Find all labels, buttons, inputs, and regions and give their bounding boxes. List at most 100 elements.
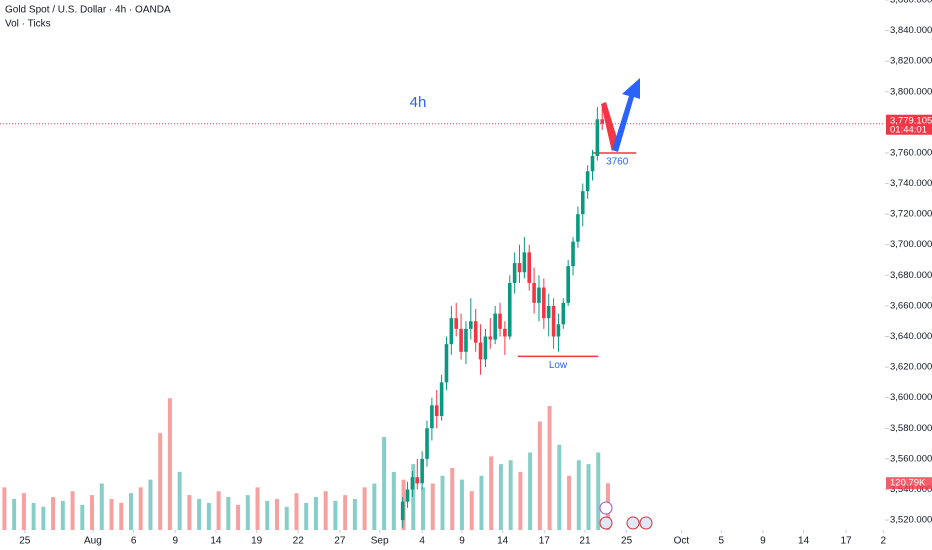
candle-body	[473, 321, 478, 343]
candle-body	[503, 328, 507, 337]
level-label: 3760	[606, 157, 629, 168]
volume-bar	[596, 452, 601, 530]
volume-bar	[275, 499, 280, 530]
volume-bar	[430, 483, 435, 530]
volume-bar	[372, 483, 377, 530]
volume-bar	[313, 497, 318, 530]
volume-bar	[518, 471, 523, 530]
candle-body	[478, 342, 483, 360]
volume-bar	[382, 437, 387, 530]
volume-bar	[576, 460, 581, 530]
y-tick-label: 3,520.000	[890, 515, 932, 526]
event-icon	[599, 501, 613, 515]
volume-bar	[421, 487, 426, 530]
x-tick-label: Sep	[371, 536, 389, 547]
candle-body	[434, 405, 439, 417]
y-tick-label: 3,600.000	[890, 392, 932, 403]
y-tick-label: 3,680.000	[890, 270, 932, 281]
y-tick-label: 3,740.000	[890, 178, 932, 189]
volume-bar	[411, 464, 416, 530]
volume-bar	[459, 479, 464, 530]
x-tick-label: 6	[131, 536, 137, 547]
volume-bar	[236, 504, 241, 530]
y-tick-label: 3,840.000	[890, 25, 932, 36]
volume-bar	[21, 493, 26, 530]
volume-bar	[80, 504, 85, 530]
volume-bar	[41, 506, 46, 530]
candle-body	[600, 119, 605, 124]
x-tick-label: 22	[293, 536, 305, 547]
y-tick-label: 3,720.000	[890, 209, 932, 220]
candle-body	[483, 336, 488, 360]
volume-bar	[557, 444, 562, 530]
x-tick-label: 27	[334, 536, 346, 547]
x-tick-label: 25	[621, 536, 633, 547]
candle-body	[566, 266, 570, 303]
x-tick-label: 17	[840, 536, 852, 547]
candle-body	[512, 263, 517, 283]
candle-body	[507, 282, 512, 337]
candle-body	[449, 318, 454, 345]
volume-bar	[479, 475, 484, 530]
candle-body	[537, 287, 541, 303]
candle-body	[595, 119, 600, 157]
candle-body	[551, 305, 556, 337]
candle-body	[405, 489, 410, 502]
volume-bar	[333, 500, 338, 530]
x-tick-label: 17	[539, 536, 551, 547]
volume-bar	[304, 502, 309, 530]
candle-body	[469, 321, 473, 329]
x-tick-label: 9	[172, 536, 178, 547]
candle-body	[580, 191, 585, 215]
volume-bar	[508, 460, 513, 530]
volume-bar	[498, 464, 503, 530]
candle-body	[439, 382, 444, 417]
candle-body	[493, 313, 497, 340]
candle-body	[590, 156, 595, 172]
chart-title: Gold Spot / U.S. Dollar · 4h · OANDA	[5, 5, 171, 16]
flag-icon	[639, 516, 653, 530]
y-tick-label: 3,660.000	[890, 300, 932, 311]
volume-bar	[206, 502, 211, 530]
volume-label-box	[886, 477, 932, 490]
x-tick-label: 2	[880, 536, 886, 547]
candle-body	[444, 344, 449, 383]
y-tick-label: 3,560.000	[890, 453, 932, 464]
y-tick-label: 3,620.000	[890, 362, 932, 373]
x-tick-label: 14	[497, 536, 509, 547]
volume-bar	[343, 495, 348, 530]
y-tick-label: 3,800.000	[890, 86, 932, 97]
y-tick-label: 3,860.000	[890, 0, 932, 6]
volume-bar	[440, 475, 445, 530]
candle-body	[498, 313, 502, 329]
volume-bar	[284, 506, 289, 530]
volume-label: 120.79K	[890, 478, 926, 489]
volume-bar	[128, 493, 133, 530]
candle-body	[430, 405, 434, 429]
volume-bar	[197, 499, 202, 530]
volume-bar	[60, 500, 65, 530]
candle-body	[576, 214, 580, 242]
x-tick-label: 5	[718, 536, 724, 547]
volume-bar	[12, 499, 17, 530]
volume-bar	[450, 468, 455, 530]
x-tick-label: Oct	[674, 536, 690, 547]
candle-body	[464, 328, 468, 352]
candle-body	[542, 287, 546, 319]
candle-body	[546, 305, 551, 319]
candle-body	[488, 336, 493, 340]
volume-bar	[323, 491, 328, 530]
candle-body	[425, 428, 429, 459]
x-tick-label: 14	[210, 536, 222, 547]
flag-icon	[626, 516, 640, 530]
candle-body	[454, 318, 459, 329]
y-tick-label: 3,640.000	[890, 331, 932, 342]
up-arrow	[612, 78, 640, 152]
annotation: 4h	[410, 94, 427, 111]
x-tick-label: 21	[579, 536, 591, 547]
candle-body	[571, 241, 575, 267]
y-tick-label: 3,580.000	[890, 423, 932, 434]
volume-bar	[148, 479, 153, 530]
